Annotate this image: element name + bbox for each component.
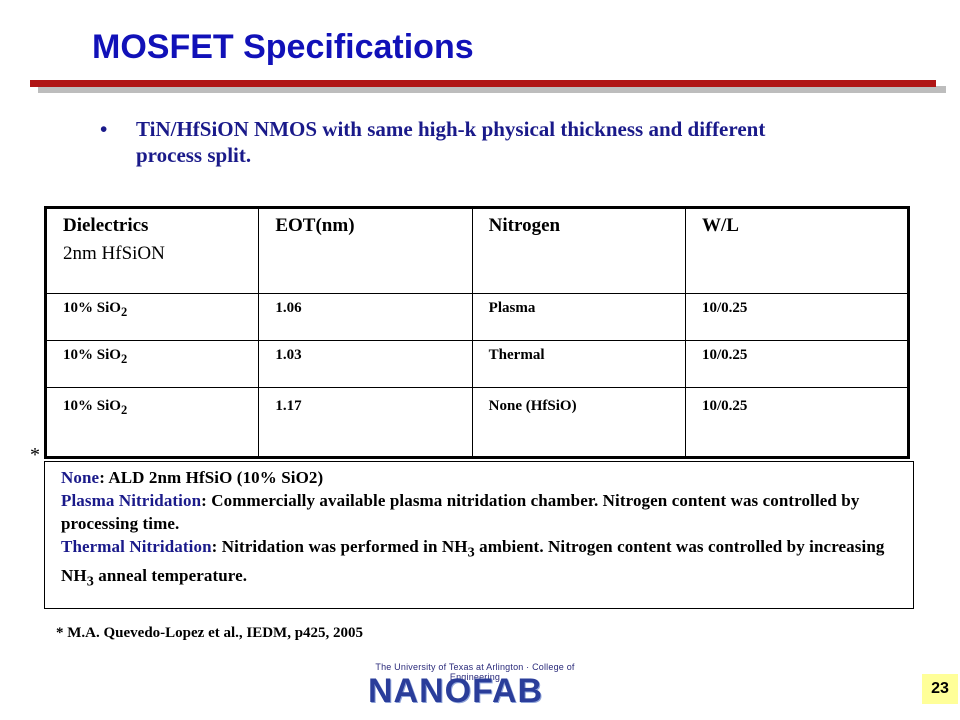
note-thermal-key: Thermal Nitridation <box>61 537 212 556</box>
spec-table: Dielectrics 2nm HfSiON EOT(nm) Nitrogen … <box>44 206 910 459</box>
title-rule <box>30 80 936 87</box>
cell-nitrogen: Plasma <box>471 293 686 341</box>
cell-dielectric: 10% SiO2 <box>44 293 260 341</box>
table-row: 10% SiO2 1.17 None (HfSiO) 10/0.25 <box>44 387 910 458</box>
header-nitrogen: Nitrogen <box>471 207 686 294</box>
cell-wl: 10/0.25 <box>684 293 910 341</box>
note-thermal-text-b: ambient. Nitrogen content was controlled… <box>61 537 885 586</box>
cell-dielectric-text: 10% SiO <box>63 398 121 414</box>
note-plasma: Plasma Nitridation: Commercially availab… <box>61 489 913 535</box>
note-plasma-text: : Commercially available plasma nitridat… <box>61 491 860 533</box>
reference-citation: * M.A. Quevedo-Lopez et al., IEDM, p425,… <box>56 625 364 641</box>
header-dielectrics-label: Dielectrics <box>63 215 149 236</box>
nanofab-logo: The University of Texas at Arlington · C… <box>362 662 588 710</box>
notes-box: None: ALD 2nm HfSiO (10% SiO2) Plasma Ni… <box>44 461 914 609</box>
note-thermal-sub-a: 3 <box>467 544 475 561</box>
bullet-text: TiN/HfSiON NMOS with same high-k physica… <box>136 117 766 167</box>
note-thermal-text-c: anneal temperature. <box>93 566 248 586</box>
header-wl: W/L <box>684 207 910 294</box>
note-plasma-key: Plasma Nitridation <box>61 491 202 510</box>
bullet-marker: • <box>100 117 108 141</box>
header-dielectrics: Dielectrics 2nm HfSiON <box>44 207 260 294</box>
page-number: 23 <box>922 674 958 704</box>
table-header-row: Dielectrics 2nm HfSiON EOT(nm) Nitrogen … <box>44 207 910 294</box>
cell-nitrogen: Thermal <box>471 340 686 388</box>
cell-dielectric-text: 10% SiO <box>63 347 121 363</box>
cell-eot: 1.17 <box>258 387 473 458</box>
cell-dielectric-text: 10% SiO <box>63 300 121 316</box>
title-rule-shadow <box>38 86 946 93</box>
note-thermal: Thermal Nitridation: Nitridation was per… <box>61 535 913 594</box>
note-none-key: None <box>61 468 100 487</box>
table-row: 10% SiO2 1.06 Plasma 10/0.25 <box>44 293 910 341</box>
header-eot: EOT(nm) <box>258 207 473 294</box>
cell-dielectric-sub: 2 <box>120 305 128 319</box>
cell-dielectric: 10% SiO2 <box>44 387 260 458</box>
cell-dielectric-sub: 2 <box>120 352 128 366</box>
cell-eot: 1.03 <box>258 340 473 388</box>
cell-nitrogen: None (HfSiO) <box>471 387 686 458</box>
note-thermal-text-a: : Nitridation was performed in NH <box>211 537 468 556</box>
notes-asterisk: * <box>30 444 40 466</box>
cell-wl: 10/0.25 <box>684 340 910 388</box>
logo-wordmark: NANOFAB <box>368 672 544 710</box>
logo-tagline: The University of Texas at Arlington · C… <box>375 662 575 682</box>
cell-dielectric: 10% SiO2 <box>44 340 260 388</box>
header-dielectrics-sub: 2nm HfSiON <box>63 243 165 264</box>
cell-eot: 1.06 <box>258 293 473 341</box>
table-row: 10% SiO2 1.03 Thermal 10/0.25 <box>44 340 910 388</box>
note-thermal-sub-b: 3 <box>86 573 94 590</box>
slide-title: MOSFET Specifications <box>92 28 474 66</box>
note-none: None: ALD 2nm HfSiO (10% SiO2) <box>61 466 913 489</box>
cell-dielectric-sub: 2 <box>120 403 128 417</box>
note-none-text: : ALD 2nm HfSiO (10% SiO2) <box>99 468 324 487</box>
cell-wl: 10/0.25 <box>684 387 910 458</box>
